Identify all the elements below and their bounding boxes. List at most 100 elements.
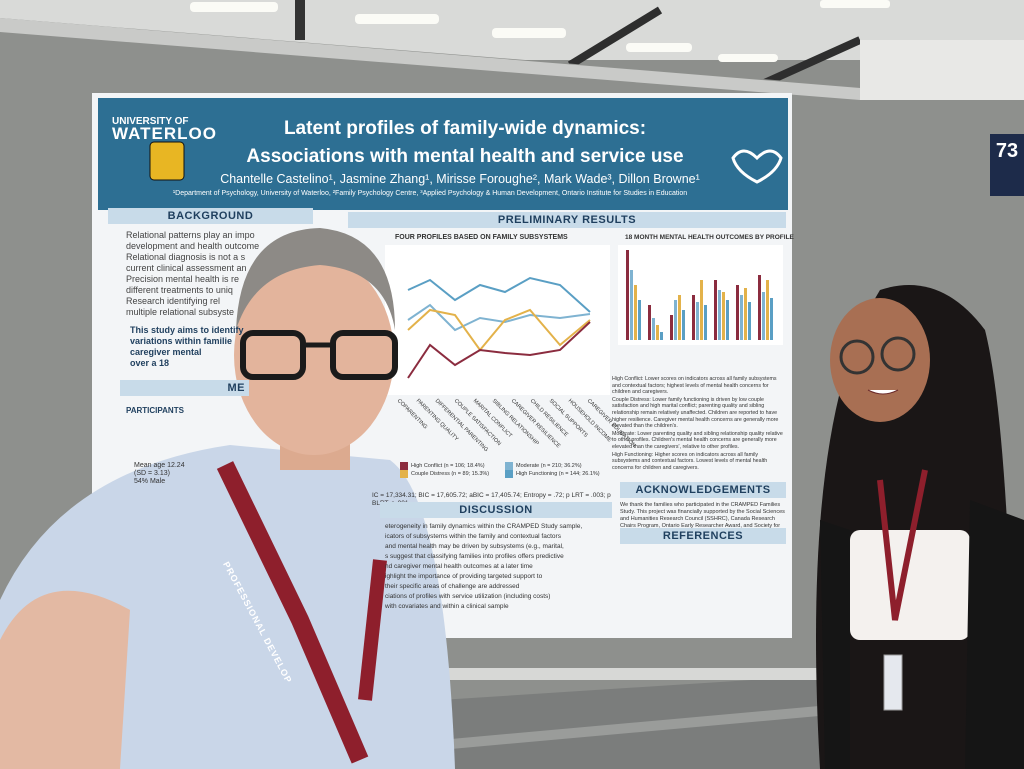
decor-bar — [652, 318, 655, 340]
bullet: multiple relational subsyste — [126, 307, 235, 317]
bullet-list: Relational patterns play an impo developm… — [126, 230, 276, 318]
discussion-line: ciations of profiles with service utiliz… — [385, 593, 551, 600]
decor-bar — [656, 325, 659, 340]
decor-bar — [674, 300, 677, 340]
legend: High Conflict (n = 106; 18.4%) Moderate (… — [400, 462, 610, 478]
decor-bar — [726, 300, 729, 340]
authors: Chantelle Castelino¹, Jasmine Zhang¹, Mi… — [220, 172, 700, 186]
glasses-right — [330, 330, 398, 380]
discussion-line: nd caregiver mental health outcomes at a… — [385, 563, 533, 570]
logo-heart — [731, 149, 783, 184]
glasses-left — [240, 330, 306, 380]
ceiling-light — [355, 14, 439, 24]
chart-title: FOUR PROFILES BASED ON FAMILY SUBSYSTEMS — [395, 234, 568, 241]
carpet-pattern — [440, 705, 830, 750]
legend-entry: High Functioning (n = 144; 26.1%) — [505, 470, 610, 478]
decor-bar — [682, 310, 685, 340]
participant-stats: Mean age 12.24 (SD = 3.13) 54% Male — [134, 462, 185, 486]
section-heading: DISCUSSION — [380, 502, 612, 518]
decor-bar — [766, 280, 769, 340]
legend-entry: Couple Distress (n = 89; 15.3%) — [400, 470, 505, 478]
decor-bar — [758, 275, 761, 340]
bar-group — [626, 250, 773, 340]
discussion-line: with covariates and within a clinical sa… — [385, 603, 509, 610]
discussion-text: eterogeneity in family dynamics within t… — [385, 522, 615, 612]
decor-bar — [744, 288, 747, 340]
decor-bar — [714, 280, 717, 340]
decor-bar — [722, 292, 725, 340]
discussion-line: ighlight the importance of providing tar… — [385, 573, 543, 580]
decor-bar — [692, 295, 695, 340]
chart-title: 18 MONTH MENTAL HEALTH OUTCOMES BY PROFI… — [625, 234, 794, 241]
decor-bar — [700, 280, 703, 340]
woman-face — [830, 298, 930, 422]
aim-line: over a 18 — [130, 358, 170, 368]
decor-bar — [718, 290, 721, 340]
section-heading: PRELIMINARY RESULTS — [348, 212, 786, 228]
decor-bar — [770, 298, 773, 340]
booth-number: 73 — [995, 140, 1019, 162]
legend-entry: Moderate (n = 210; 36.2%) — [505, 462, 610, 470]
wall-frame — [0, 18, 860, 100]
badge — [883, 654, 903, 711]
profile-line — [407, 321, 591, 379]
crest — [149, 141, 185, 181]
decor-bar — [678, 295, 681, 340]
discussion-line: icators of subsystems within the family … — [385, 533, 561, 540]
university-name: WATERLOO — [112, 124, 217, 143]
beam — [758, 36, 862, 89]
decor-bar — [740, 295, 743, 340]
decor-bar — [748, 302, 751, 340]
smile — [867, 389, 899, 395]
decor-bar — [762, 292, 765, 340]
booth-card — [990, 134, 1024, 196]
ceiling-light — [820, 0, 890, 8]
decor-bar — [670, 315, 673, 340]
section-heading: REFERENCES — [620, 528, 786, 544]
discussion-line: s suggest that classifying families into… — [385, 553, 564, 560]
ceiling-light — [190, 2, 278, 12]
bullet: current clinical assessment an — [126, 263, 247, 273]
beam — [567, 6, 663, 69]
aim-line: This study aims to identify — [130, 325, 244, 335]
lanyard — [358, 559, 387, 701]
woman-top — [850, 530, 970, 640]
bullet: different treatments to uniq — [126, 285, 233, 295]
poster-title: Latent profiles of family-wide dynamics: — [283, 118, 647, 139]
poster-header — [98, 98, 788, 210]
profile-description: Couple Distress: Lower family functionin… — [612, 396, 779, 430]
aim: This study aims to identify variations wi… — [130, 325, 260, 369]
decor-bar — [736, 285, 739, 340]
discussion-line: eterogeneity in family dynamics within t… — [385, 523, 583, 530]
affiliations: ¹Department of Psychology, University of… — [172, 190, 688, 197]
profile-descriptions: High Conflict: Lower scores on indicator… — [612, 376, 784, 472]
discussion-line: their specific areas of challenge are ad… — [385, 583, 520, 590]
man-face — [234, 255, 394, 455]
decor-bar — [626, 250, 629, 340]
man-hair — [236, 228, 395, 330]
glasses — [839, 339, 875, 375]
participant-stat: 54% Male — [134, 478, 166, 485]
legend-entry: High Conflict (n = 106; 18.4%) — [400, 462, 505, 470]
bullet: development and health outcome — [126, 241, 260, 251]
lanyard — [877, 469, 928, 621]
decor-bar — [660, 332, 663, 340]
axis-labels: COPARENTING PARENTING QUALITY DIFFERENTIAL… — [380, 398, 637, 458]
man-arm — [0, 590, 130, 769]
decor-bar — [704, 305, 707, 340]
university-line: UNIVERSITY OF — [112, 116, 189, 127]
section-heading: ME — [120, 380, 249, 396]
section-heading: BACKGROUND — [108, 208, 313, 224]
decor-bar — [638, 300, 641, 340]
bullet: Research identifying rel — [126, 296, 221, 306]
aim-line: caregiver mental — [130, 347, 202, 357]
section-heading: ACKNOWLEDGEMENTS — [620, 482, 786, 498]
wall-upper — [860, 40, 1024, 100]
decor-bar — [648, 305, 651, 340]
poster-title: Associations with mental health and serv… — [246, 146, 684, 167]
decor-bar — [634, 285, 637, 340]
discussion-line: and mental health may be driven by subsy… — [385, 543, 564, 550]
aim-line: variations within familie — [130, 336, 233, 346]
panel-base — [440, 668, 820, 680]
